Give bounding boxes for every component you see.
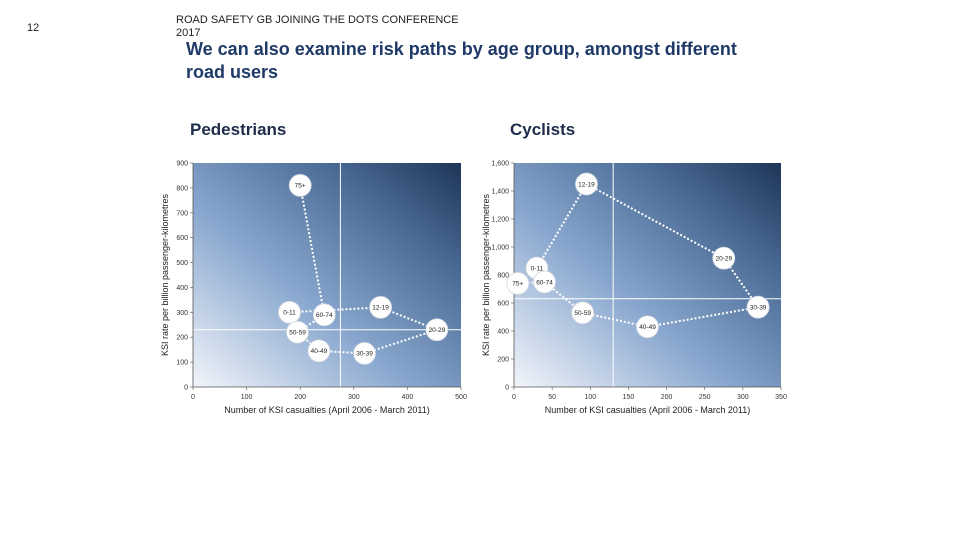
- point-40-49: [636, 315, 659, 339]
- conference-header: ROAD SAFETY GB JOINING THE DOTS CONFEREN…: [176, 14, 459, 39]
- x-tick-label: 100: [584, 394, 596, 401]
- point-12-19: [369, 295, 393, 319]
- point-50-59: [571, 301, 595, 325]
- chart-title: Pedestrians: [190, 120, 286, 139]
- point-50-59: [286, 320, 309, 344]
- chart-title: Cyclists: [510, 120, 575, 139]
- point-label-0-11: 0-11: [283, 310, 296, 317]
- point-label-40-49: 40-49: [639, 324, 656, 331]
- x-tick-label: 250: [699, 394, 711, 401]
- point-label-12-19: 12-19: [578, 181, 595, 188]
- point-label-75: 75+: [295, 183, 306, 190]
- point-40-49: [307, 339, 331, 363]
- pedestrians-chart: Pedestrians 0 100 200 300 400 500 0 100 200 300 400…: [160, 120, 467, 415]
- point-label-20-29: 20-29: [429, 327, 446, 334]
- y-tick-label: 400: [497, 329, 509, 336]
- x-tick-label: 100: [241, 394, 253, 401]
- y-tick-label: 900: [176, 161, 188, 168]
- y-axis-label: KSI rate per billion passenger-kilometre…: [160, 193, 170, 356]
- y-tick-label: 800: [176, 185, 188, 192]
- point-label-75: 75+: [512, 281, 523, 288]
- x-tick-label: 500: [455, 394, 467, 401]
- y-tick-label: 1,600: [491, 161, 509, 168]
- x-tick-label: 350: [775, 394, 787, 401]
- y-tick-label: 600: [176, 235, 188, 242]
- x-axis-label: Number of KSI casualties (April 2006 - M…: [224, 405, 429, 415]
- x-tick-label: 150: [623, 394, 635, 401]
- y-tick-label: 200: [176, 335, 188, 342]
- y-tick-label: 500: [176, 260, 188, 267]
- y-tick-label: 0: [184, 385, 188, 392]
- point-30-39: [353, 341, 376, 365]
- y-tick-label: 1,400: [491, 189, 509, 196]
- point-label-0-11: 0-11: [531, 265, 544, 272]
- y-tick-label: 100: [176, 360, 188, 367]
- point-75: [506, 271, 530, 295]
- point-label-12-19: 12-19: [372, 305, 389, 312]
- x-axis-label: Number of KSI casualties (April 2006 - M…: [545, 405, 750, 415]
- y-tick-label: 700: [176, 210, 188, 217]
- point-label-50-59: 50-59: [289, 330, 306, 337]
- point-label-30-39: 30-39: [750, 305, 767, 312]
- point-12-19: [575, 172, 598, 196]
- point-label-20-29: 20-29: [715, 256, 732, 263]
- y-tick-label: 600: [497, 301, 509, 308]
- y-tick-label: 0: [505, 385, 509, 392]
- point-30-39: [746, 295, 770, 319]
- x-tick-label: 0: [191, 394, 195, 401]
- x-tick-label: 400: [402, 394, 414, 401]
- point-75: [288, 174, 312, 197]
- point-label-40-49: 40-49: [311, 348, 328, 355]
- point-20-29: [425, 318, 449, 342]
- y-tick-label: 200: [497, 357, 509, 364]
- x-tick-label: 0: [512, 394, 516, 401]
- point-label-30-39: 30-39: [356, 351, 373, 358]
- slide-number: 12: [27, 22, 40, 34]
- y-tick-label: 800: [497, 273, 509, 280]
- x-tick-label: 300: [348, 394, 360, 401]
- x-tick-label: 200: [294, 394, 306, 401]
- y-axis-label: KSI rate per billion passenger-kilometre…: [481, 193, 491, 356]
- y-tick-label: 1,000: [491, 245, 509, 252]
- x-tick-label: 200: [661, 394, 673, 401]
- point-0-11: [278, 300, 301, 324]
- point-label-60-74: 60-74: [316, 312, 333, 319]
- point-label-60-74: 60-74: [536, 279, 553, 286]
- y-tick-label: 1,200: [491, 217, 509, 224]
- y-tick-label: 400: [176, 285, 188, 292]
- point-60-74: [312, 303, 336, 327]
- plot-area: [514, 163, 781, 387]
- point-60-74: [533, 270, 556, 294]
- y-tick-label: 300: [176, 310, 188, 317]
- point-20-29: [712, 246, 736, 270]
- x-tick-label: 50: [548, 394, 556, 401]
- point-label-50-59: 50-59: [574, 310, 591, 317]
- cyclists-chart: Cyclists 0 50 100 150 200 250 300 350 0 200 400 600 8…: [481, 120, 787, 415]
- slide-title: We can also examine risk paths by age gr…: [186, 39, 737, 82]
- x-tick-label: 300: [737, 394, 749, 401]
